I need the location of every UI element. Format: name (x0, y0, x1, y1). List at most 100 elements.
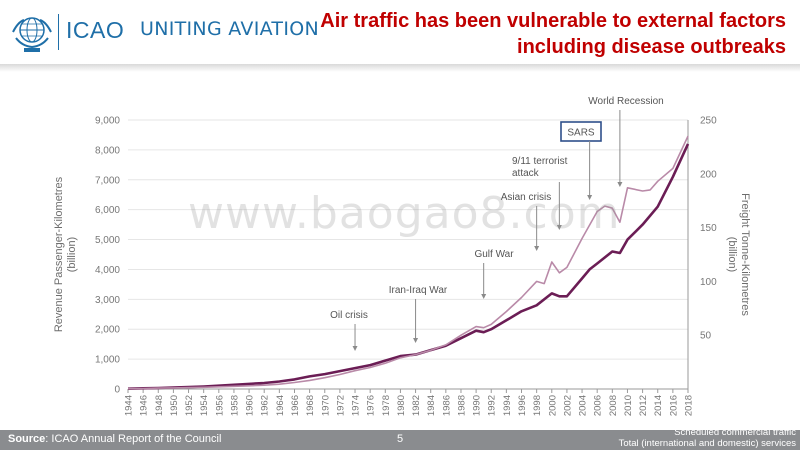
footnote-line-2: Total (international and domestic) servi… (618, 438, 796, 449)
chart-footnote: Scheduled commercial traffic Total (inte… (619, 427, 796, 449)
y-right-tick-label: 100 (700, 277, 717, 288)
arrow-sars-head (587, 195, 593, 200)
arrow-iran-iraq-war-head (413, 338, 419, 343)
x-tick-label: 2008 (608, 395, 619, 416)
rpk-series-line (127, 143, 690, 390)
x-tick-label: 1980 (396, 395, 407, 416)
x-tick-label: 1994 (502, 395, 513, 416)
arrow-asian-crisis-head (534, 246, 540, 251)
y-right-tick-label: 200 (700, 169, 717, 180)
ftk-series-line (127, 135, 689, 390)
y-left-tick-label: 7,000 (95, 175, 120, 186)
x-tick-label: 2006 (593, 395, 604, 416)
x-tick-label: 1970 (320, 395, 331, 416)
y-left-tick-label: 1,000 (95, 355, 120, 366)
annotation-asian-crisis: Asian crisis (501, 192, 552, 203)
x-tick-label: 1982 (411, 395, 422, 416)
x-tick-label: 1950 (169, 395, 180, 416)
x-tick-label: 1948 (154, 395, 165, 416)
annotation-911-line-2: attack (512, 168, 540, 179)
x-tick-label: 1972 (335, 395, 346, 416)
x-tick-label: 1960 (245, 395, 256, 416)
footer-bar: Source: ICAO Annual Report of the Counci… (0, 430, 800, 450)
slide-header: ICAO UNITING AVIATION Air traffic has be… (0, 0, 800, 62)
y-left-title-unit: (billion) (66, 237, 78, 272)
x-tick-label: 1966 (290, 395, 301, 416)
x-tick-label: 1992 (487, 395, 498, 416)
x-tick-label: 1998 (532, 395, 543, 416)
source-text: : ICAO Annual Report of the Council (45, 433, 222, 445)
annotation-sars: SARS (567, 128, 595, 139)
x-tick-label: 1952 (184, 395, 195, 416)
y-right-tick-label: 250 (700, 116, 717, 127)
x-tick-label: 2014 (653, 395, 664, 416)
annotation-iran-iraq-war: Iran-Iraq War (389, 285, 448, 296)
series-layer (127, 135, 690, 390)
y-left-tick-label: 6,000 (95, 205, 120, 216)
annotation-911-line-1: 9/11 terrorist (512, 156, 568, 167)
annotation-oil-crisis: Oil crisis (330, 310, 368, 321)
slide-title-line-1: Air traffic has been vulnerable to exter… (320, 10, 786, 32)
x-tick-label: 2016 (668, 395, 679, 416)
x-tick-label: 2002 (562, 395, 573, 416)
source-note: Source: ICAO Annual Report of the Counci… (8, 433, 221, 445)
x-tick-label: 1984 (426, 395, 437, 416)
y-left-tick-label: 2,000 (95, 325, 120, 336)
grid-layer (128, 119, 688, 390)
x-tick-label: 1958 (229, 395, 240, 416)
x-tick-label: 1988 (456, 395, 467, 416)
x-tick-label: 1944 (124, 395, 135, 416)
x-tick-label: 1962 (260, 395, 271, 416)
x-tick-label: 2004 (578, 395, 589, 416)
footnote-line-1: Scheduled commercial traffic (674, 427, 796, 438)
y-right-axis-title: Freight Tonne-Kilometres(billion) (726, 193, 751, 316)
y-right-tick-label: 50 (700, 331, 712, 342)
x-tick-label: 2000 (547, 395, 558, 416)
x-tick-label: 1968 (305, 395, 316, 416)
arrow-gulf-war-head (481, 294, 487, 299)
x-tick-label: 2012 (638, 395, 649, 416)
annotation-layer: Oil crisis Iran-Iraq War Gulf War Asian cri… (330, 96, 664, 351)
slide-title: Air traffic has been vulnerable to exter… (306, 8, 786, 60)
logo-tagline: UNITING AVIATION (140, 18, 319, 40)
annotation-gulf-war: Gulf War (474, 249, 514, 260)
y-left-tick-label: 8,000 (95, 145, 120, 156)
x-tick-label: 1996 (517, 395, 528, 416)
y-right-title-main: Freight Tonne-Kilometres (739, 193, 751, 316)
header-rule (0, 64, 800, 72)
y-left-tick-label: 9,000 (95, 116, 120, 127)
arrow-911-head (556, 225, 562, 230)
x-tick-label: 1978 (381, 395, 392, 416)
x-tick-label: 2018 (684, 395, 695, 416)
icao-emblem-icon (12, 17, 52, 52)
y-left-tick-label: 4,000 (95, 265, 120, 276)
x-tick-label: 1956 (214, 395, 225, 416)
x-tick-label: 1990 (472, 395, 483, 416)
annotation-world-recession: World Recession (588, 96, 663, 107)
arrow-world-recession-head (617, 182, 623, 187)
slide-title-line-2: including disease outbreaks (517, 36, 786, 58)
x-tick-label: 1976 (366, 395, 377, 416)
page-number: 5 (397, 433, 404, 445)
y-left-tick-label: 5,000 (95, 235, 120, 246)
x-tick-label: 1946 (139, 395, 150, 416)
y-left-title-main: Revenue Passenger-Kilometres (53, 176, 65, 332)
x-tick-label: 1954 (199, 395, 210, 416)
y-left-axis-title: Revenue Passenger-Kilometres(billion) (53, 176, 78, 332)
x-tick-label: 1986 (441, 395, 452, 416)
y-right-tick-label: 150 (700, 223, 717, 234)
annotation-sars-box (560, 121, 602, 142)
axis-layer: 0 1,000 2,000 3,000 4,000 5,000 6,000 7,000 8,00… (53, 116, 751, 417)
x-tick-label: 1974 (351, 395, 362, 416)
y-left-tick-label: 0 (114, 385, 120, 396)
y-right-title-unit: (billion) (726, 237, 738, 272)
x-tick-label: 2010 (623, 395, 634, 416)
arrow-oil-crisis-head (352, 346, 358, 351)
logo-divider (58, 14, 59, 50)
source-label: Source (8, 433, 46, 445)
x-tick-label: 1964 (275, 395, 286, 416)
y-left-tick-label: 3,000 (95, 295, 120, 306)
watermark: www.baogao8.com (188, 188, 621, 239)
logo-org-name: ICAO (66, 17, 125, 43)
